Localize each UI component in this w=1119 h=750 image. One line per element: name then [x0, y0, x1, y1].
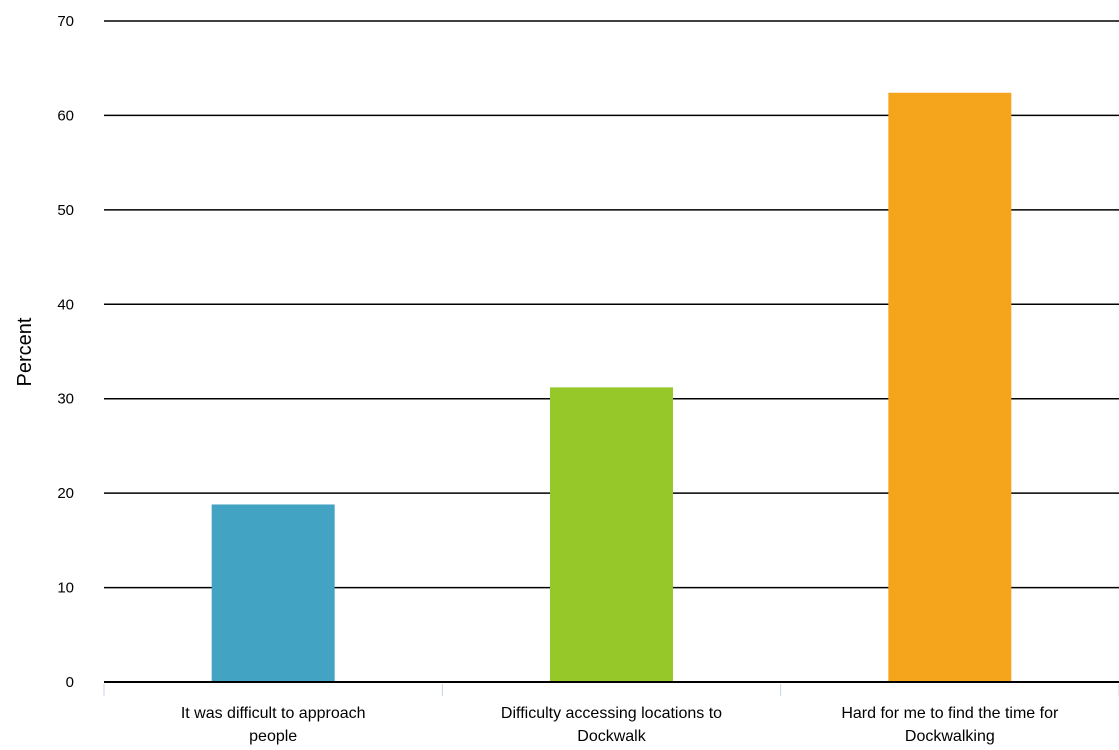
y-tick-label: 50: [57, 202, 74, 219]
bars: [211, 92, 1012, 682]
y-tick-label: 10: [57, 580, 74, 597]
y-tick-label: 0: [66, 674, 74, 691]
y-tick-label: 70: [57, 13, 74, 30]
y-tick-label: 20: [57, 485, 74, 502]
x-axis: [103, 681, 1119, 696]
bar: [888, 92, 1012, 682]
bar: [211, 504, 335, 682]
x-axis-category-labels: It was difficult to approach people Diffic…: [181, 705, 1059, 745]
bar: [550, 387, 673, 682]
y-tick-label: 30: [57, 391, 74, 408]
x-category-label: Hard for me to find the time for Dockwalk…: [841, 705, 1059, 745]
x-category-label: Difficulty accessing locations to Dockwal…: [501, 705, 722, 745]
y-axis-ticks: 0 10 20 30 40 50 60 70: [57, 13, 74, 691]
x-category-label: It was difficult to approach people: [181, 705, 366, 745]
y-tick-label: 40: [57, 296, 74, 313]
y-axis-title: Percent: [14, 317, 36, 386]
y-tick-label: 60: [57, 107, 74, 124]
